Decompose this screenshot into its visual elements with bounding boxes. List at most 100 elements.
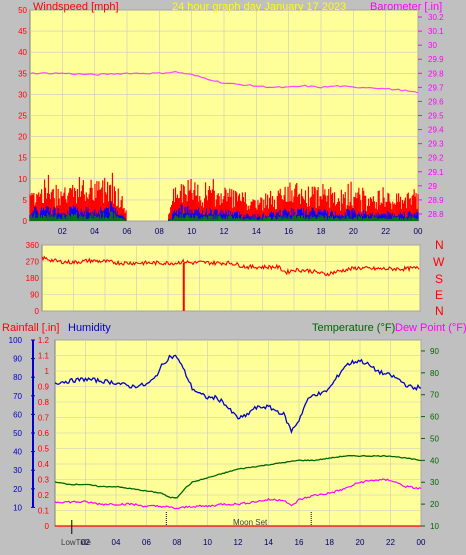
humidity-tick-label: 90 — [13, 355, 22, 364]
temperature-tick-label: 30 — [430, 478, 439, 487]
time-tick-label: 08 — [173, 538, 182, 547]
barometer-tick-label: 29.5 — [428, 112, 444, 121]
temperature-tick-label: 20 — [430, 500, 439, 509]
direction-label-w: W — [433, 255, 445, 269]
barometer-axis-label: Barometer [.in] — [370, 1, 442, 13]
direction-label-n-top: N — [435, 238, 444, 252]
wind-bars — [29, 172, 419, 221]
axis-ticks: 0510152025303540455028.828.92929.129.229… — [9, 6, 444, 547]
barometer-tick-label: 30.1 — [428, 27, 444, 36]
rainfall-tick-label: 0 — [45, 522, 50, 531]
time-tick-label: 22 — [381, 227, 390, 236]
direction-tick-label: 270 — [26, 258, 40, 267]
windspeed-axis-label: Windspeed [mph] — [33, 1, 119, 13]
time-tick-label: 18 — [317, 227, 326, 236]
direction-tick-label: 180 — [26, 274, 40, 283]
direction-label-n-bottom: N — [435, 304, 444, 318]
temperature-tick-label: 40 — [430, 456, 439, 465]
windspeed-tick-label: 35 — [18, 69, 27, 78]
windspeed-tick-label: 15 — [18, 154, 27, 163]
time-tick-label: 20 — [349, 227, 358, 236]
time-tick-label: 18 — [325, 538, 334, 547]
temperature-tick-label: 10 — [430, 522, 439, 531]
windspeed-tick-label: 45 — [18, 27, 27, 36]
humidity-tick-label: 40 — [13, 448, 22, 457]
grid-middle — [42, 244, 421, 312]
rainfall-tick-label: 1.1 — [38, 352, 50, 361]
rainfall-tick-label: 0.2 — [38, 491, 50, 500]
barometer-tick-label: 29.1 — [428, 168, 444, 177]
chart-marks — [29, 70, 422, 534]
time-tick-label: 02 — [81, 538, 90, 547]
time-tick-label: 20 — [356, 538, 365, 547]
time-tick-label: 10 — [187, 227, 196, 236]
temperature-tick-label: 80 — [430, 369, 439, 378]
windspeed-tick-label: 50 — [18, 6, 27, 15]
barometer-tick-label: 30 — [428, 41, 437, 50]
barometer-tick-label: 29.8 — [428, 69, 444, 78]
time-tick-label: 06 — [123, 227, 132, 236]
chart-title: 24 hour graph day January 17 2023 — [172, 1, 346, 13]
windspeed-tick-label: 40 — [18, 48, 27, 57]
rainfall-tick-label: 0.9 — [38, 383, 50, 392]
time-tick-label: 04 — [112, 538, 121, 547]
lowtide-annotation: LowTide — [61, 538, 91, 547]
temperature-tick-label: 90 — [430, 347, 439, 356]
windspeed-tick-label: 10 — [18, 175, 27, 184]
humidity-tick-label: 50 — [13, 429, 22, 438]
moonset-annotation: Moon Set — [233, 518, 268, 527]
humidity-tick-label: 100 — [9, 336, 23, 345]
windspeed-tick-label: 20 — [18, 133, 27, 142]
barometer-tick-label: 30.2 — [428, 13, 444, 22]
rainfall-tick-label: 0.4 — [38, 460, 50, 469]
time-tick-label: 10 — [203, 538, 212, 547]
windspeed-tick-label: 5 — [23, 196, 28, 205]
barometer-tick-label: 29 — [428, 182, 437, 191]
time-tick-label: 12 — [220, 227, 229, 236]
humidity-tick-label: 70 — [13, 392, 22, 401]
windspeed-tick-label: 30 — [18, 90, 27, 99]
dewpoint-axis-label: Dew Point (°F) — [395, 322, 466, 334]
temperature-tick-label: 70 — [430, 391, 439, 400]
humidity-tick-label: 60 — [13, 410, 22, 419]
humidity-tick-label: 10 — [13, 503, 22, 512]
rainfall-tick-label: 1.2 — [38, 336, 50, 345]
dewpoint-line — [54, 478, 422, 510]
temperature-tick-label: 50 — [430, 434, 439, 443]
rainfall-tick-label: 0.6 — [38, 429, 50, 438]
barometer-tick-label: 28.9 — [428, 196, 444, 205]
direction-label-e: E — [435, 288, 443, 302]
time-tick-label: 02 — [58, 227, 67, 236]
direction-tick-label: 90 — [30, 291, 39, 300]
humidity-line — [54, 354, 422, 435]
time-tick-label: 16 — [295, 538, 304, 547]
humidity-tick-label: 20 — [13, 485, 22, 494]
barometer-tick-label: 29.6 — [428, 97, 444, 106]
grid-bottom — [55, 339, 422, 527]
time-tick-label: 12 — [234, 538, 243, 547]
humidity-axis-label: Humidity — [68, 322, 111, 334]
direction-tick-label: 0 — [35, 307, 40, 316]
rainfall-tick-label: 0.3 — [38, 476, 50, 485]
barometer-tick-label: 29.4 — [428, 126, 444, 135]
barometer-tick-label: 29.9 — [428, 55, 444, 64]
windspeed-tick-label: 25 — [18, 112, 27, 121]
barometer-line — [29, 70, 419, 94]
time-tick-label: 00 — [414, 227, 423, 236]
wind-direction-line — [41, 255, 420, 277]
rainfall-tick-label: 0.7 — [38, 414, 50, 423]
rainfall-tick-label: 0.8 — [38, 398, 50, 407]
rainfall-tick-label: 0.1 — [38, 507, 50, 516]
rainfall-tick-label: 0.5 — [38, 445, 50, 454]
rainfall-axis-label: Rainfall [.in] — [2, 322, 59, 334]
time-tick-label: 00 — [417, 538, 426, 547]
time-tick-label: 08 — [155, 227, 164, 236]
humidity-tick-label: 80 — [13, 373, 22, 382]
rainfall-tick-label: 1 — [45, 367, 50, 376]
direction-label-s: S — [435, 272, 443, 286]
time-tick-label: 06 — [142, 538, 151, 547]
barometer-tick-label: 28.8 — [428, 210, 444, 219]
time-tick-label: 22 — [386, 538, 395, 547]
